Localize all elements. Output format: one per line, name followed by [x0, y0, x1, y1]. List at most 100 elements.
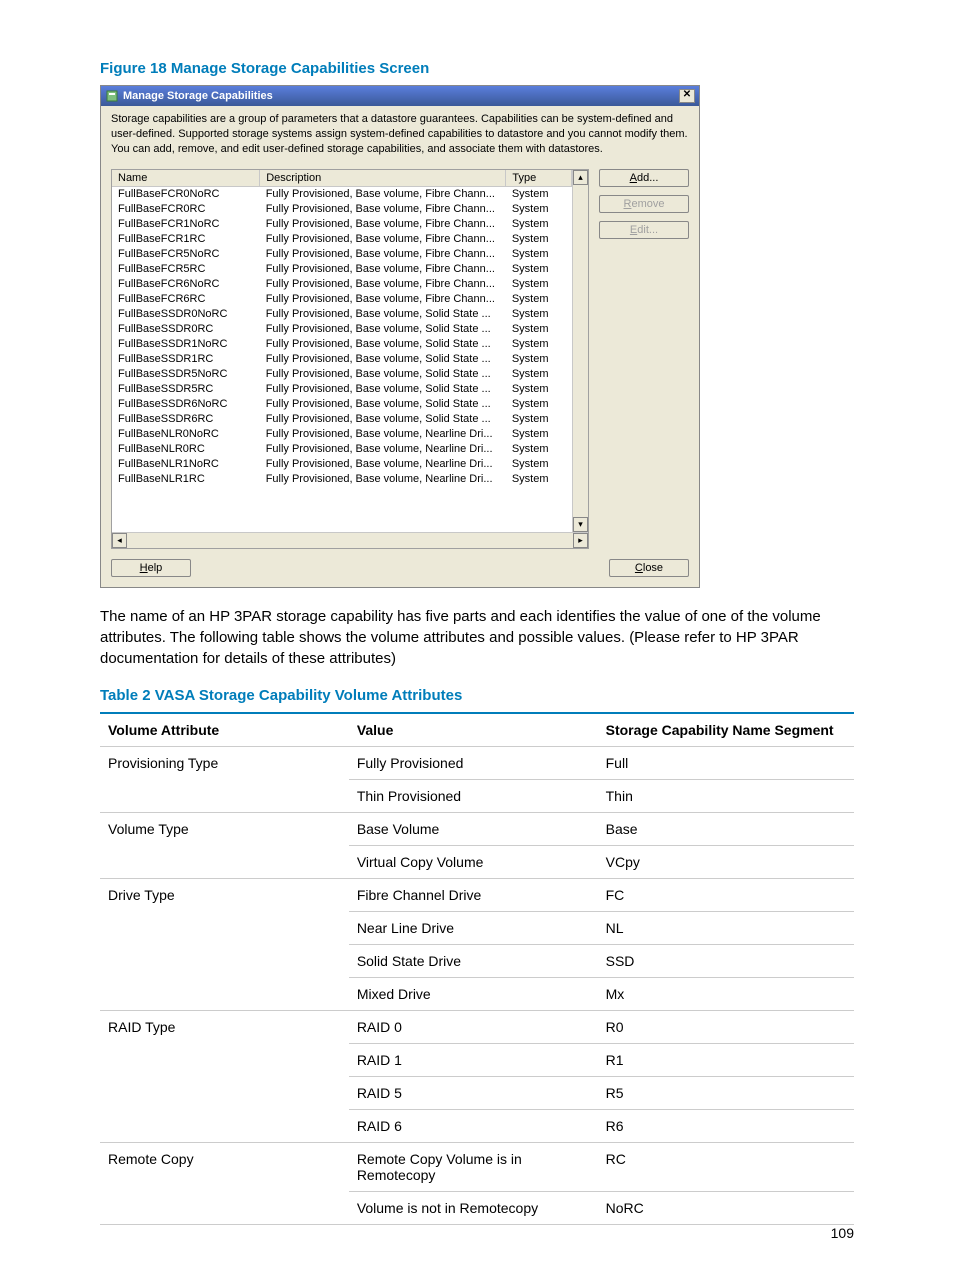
attr-row: Drive TypeFibre Channel DriveFC	[100, 878, 854, 911]
cell-name: FullBaseFCR0NoRC	[112, 186, 260, 202]
cell-name: FullBaseSSDR0RC	[112, 322, 260, 337]
attr-row: Provisioning TypeFully ProvisionedFull	[100, 746, 854, 779]
cell-desc: Fully Provisioned, Base volume, Fibre Ch…	[260, 277, 506, 292]
scroll-down-icon[interactable]: ▾	[573, 517, 588, 532]
cell-desc: Fully Provisioned, Base volume, Fibre Ch…	[260, 292, 506, 307]
attr-segment-cell: Thin	[598, 779, 854, 812]
figure-caption: Figure 18 Manage Storage Capabilities Sc…	[100, 60, 854, 77]
cell-name: FullBaseFCR1RC	[112, 232, 260, 247]
body-paragraph: The name of an HP 3PAR storage capabilit…	[100, 606, 854, 669]
attr-value-cell: Fibre Channel Drive	[349, 878, 598, 911]
cell-type: System	[506, 367, 572, 382]
table-row[interactable]: FullBaseFCR5NoRCFully Provisioned, Base …	[112, 247, 572, 262]
table-row[interactable]: FullBaseFCR1RCFully Provisioned, Base vo…	[112, 232, 572, 247]
attr-name-cell: Remote Copy	[100, 1142, 349, 1224]
attr-segment-cell: FC	[598, 878, 854, 911]
attr-value-cell: Fully Provisioned	[349, 746, 598, 779]
attr-value-cell: Volume is not in Remotecopy	[349, 1191, 598, 1224]
page-number: 109	[831, 1225, 854, 1241]
app-icon	[105, 89, 119, 103]
edit-button[interactable]: Edit...	[599, 221, 689, 239]
attr-segment-cell: SSD	[598, 944, 854, 977]
table-row[interactable]: FullBaseNLR1NoRCFully Provisioned, Base …	[112, 457, 572, 472]
table-row[interactable]: FullBaseSSDR6NoRCFully Provisioned, Base…	[112, 397, 572, 412]
cell-type: System	[506, 292, 572, 307]
attr-segment-cell: R6	[598, 1109, 854, 1142]
th-segment: Storage Capability Name Segment	[598, 713, 854, 747]
attr-name-cell: Drive Type	[100, 878, 349, 1010]
table-row[interactable]: FullBaseFCR0RCFully Provisioned, Base vo…	[112, 202, 572, 217]
cell-desc: Fully Provisioned, Base volume, Fibre Ch…	[260, 202, 506, 217]
attr-segment-cell: RC	[598, 1142, 854, 1191]
cell-desc: Fully Provisioned, Base volume, Fibre Ch…	[260, 186, 506, 202]
col-name[interactable]: Name	[112, 170, 260, 187]
table-row[interactable]: FullBaseNLR0RCFully Provisioned, Base vo…	[112, 442, 572, 457]
table-row[interactable]: FullBaseFCR0NoRCFully Provisioned, Base …	[112, 186, 572, 202]
cell-type: System	[506, 442, 572, 457]
attr-value-cell: Mixed Drive	[349, 977, 598, 1010]
cell-name: FullBaseSSDR1RC	[112, 352, 260, 367]
cell-name: FullBaseSSDR0NoRC	[112, 307, 260, 322]
col-description[interactable]: Description	[260, 170, 506, 187]
attr-segment-cell: R0	[598, 1010, 854, 1043]
table-row[interactable]: FullBaseNLR1RCFully Provisioned, Base vo…	[112, 472, 572, 487]
dialog-intro: Storage capabilities are a group of para…	[111, 112, 689, 157]
grid-header-row: Name Description Type	[112, 170, 572, 187]
cell-name: FullBaseFCR1NoRC	[112, 217, 260, 232]
dialog-title: Manage Storage Capabilities	[123, 90, 273, 102]
table-row[interactable]: FullBaseNLR0NoRCFully Provisioned, Base …	[112, 427, 572, 442]
cell-name: FullBaseFCR5RC	[112, 262, 260, 277]
attr-value-cell: Virtual Copy Volume	[349, 845, 598, 878]
cell-desc: Fully Provisioned, Base volume, Solid St…	[260, 412, 506, 427]
attr-segment-cell: NoRC	[598, 1191, 854, 1224]
table-row[interactable]: FullBaseFCR5RCFully Provisioned, Base vo…	[112, 262, 572, 277]
table-row[interactable]: FullBaseSSDR6RCFully Provisioned, Base v…	[112, 412, 572, 427]
cell-type: System	[506, 232, 572, 247]
close-icon[interactable]: ✕	[679, 89, 695, 103]
add-button[interactable]: Add...	[599, 169, 689, 187]
attr-value-cell: Thin Provisioned	[349, 779, 598, 812]
scroll-up-icon[interactable]: ▴	[573, 170, 588, 185]
cell-name: FullBaseSSDR1NoRC	[112, 337, 260, 352]
table-row[interactable]: FullBaseFCR1NoRCFully Provisioned, Base …	[112, 217, 572, 232]
cell-type: System	[506, 247, 572, 262]
cell-type: System	[506, 337, 572, 352]
cell-type: System	[506, 427, 572, 442]
help-button[interactable]: Help	[111, 559, 191, 577]
attr-segment-cell: Full	[598, 746, 854, 779]
cell-name: FullBaseNLR1RC	[112, 472, 260, 487]
horizontal-scrollbar[interactable]: ◂ ▸	[112, 532, 588, 548]
table-row[interactable]: FullBaseSSDR0NoRCFully Provisioned, Base…	[112, 307, 572, 322]
attr-value-cell: RAID 1	[349, 1043, 598, 1076]
cell-type: System	[506, 382, 572, 397]
attr-segment-cell: VCpy	[598, 845, 854, 878]
col-type[interactable]: Type	[506, 170, 572, 187]
table-row[interactable]: FullBaseSSDR1RCFully Provisioned, Base v…	[112, 352, 572, 367]
attr-segment-cell: Mx	[598, 977, 854, 1010]
cell-type: System	[506, 472, 572, 487]
cell-desc: Fully Provisioned, Base volume, Fibre Ch…	[260, 217, 506, 232]
cell-name: FullBaseSSDR5NoRC	[112, 367, 260, 382]
cell-desc: Fully Provisioned, Base volume, Nearline…	[260, 427, 506, 442]
table-row[interactable]: FullBaseSSDR1NoRCFully Provisioned, Base…	[112, 337, 572, 352]
table-row[interactable]: FullBaseSSDR5RCFully Provisioned, Base v…	[112, 382, 572, 397]
close-button[interactable]: Close	[609, 559, 689, 577]
table-row[interactable]: FullBaseSSDR5NoRCFully Provisioned, Base…	[112, 367, 572, 382]
scroll-left-icon[interactable]: ◂	[112, 533, 127, 548]
vertical-scrollbar[interactable]: ▴ ▾	[572, 170, 588, 532]
cell-type: System	[506, 352, 572, 367]
scroll-right-icon[interactable]: ▸	[573, 533, 588, 548]
attr-row: RAID TypeRAID 0R0	[100, 1010, 854, 1043]
cell-name: FullBaseNLR0RC	[112, 442, 260, 457]
table-row[interactable]: FullBaseFCR6NoRCFully Provisioned, Base …	[112, 277, 572, 292]
cell-desc: Fully Provisioned, Base volume, Nearline…	[260, 457, 506, 472]
remove-button[interactable]: Remove	[599, 195, 689, 213]
cell-desc: Fully Provisioned, Base volume, Nearline…	[260, 472, 506, 487]
cell-type: System	[506, 202, 572, 217]
table-caption: Table 2 VASA Storage Capability Volume A…	[100, 687, 854, 704]
attr-segment-cell: NL	[598, 911, 854, 944]
table-row[interactable]: FullBaseSSDR0RCFully Provisioned, Base v…	[112, 322, 572, 337]
cell-type: System	[506, 412, 572, 427]
table-row[interactable]: FullBaseFCR6RCFully Provisioned, Base vo…	[112, 292, 572, 307]
cell-type: System	[506, 307, 572, 322]
